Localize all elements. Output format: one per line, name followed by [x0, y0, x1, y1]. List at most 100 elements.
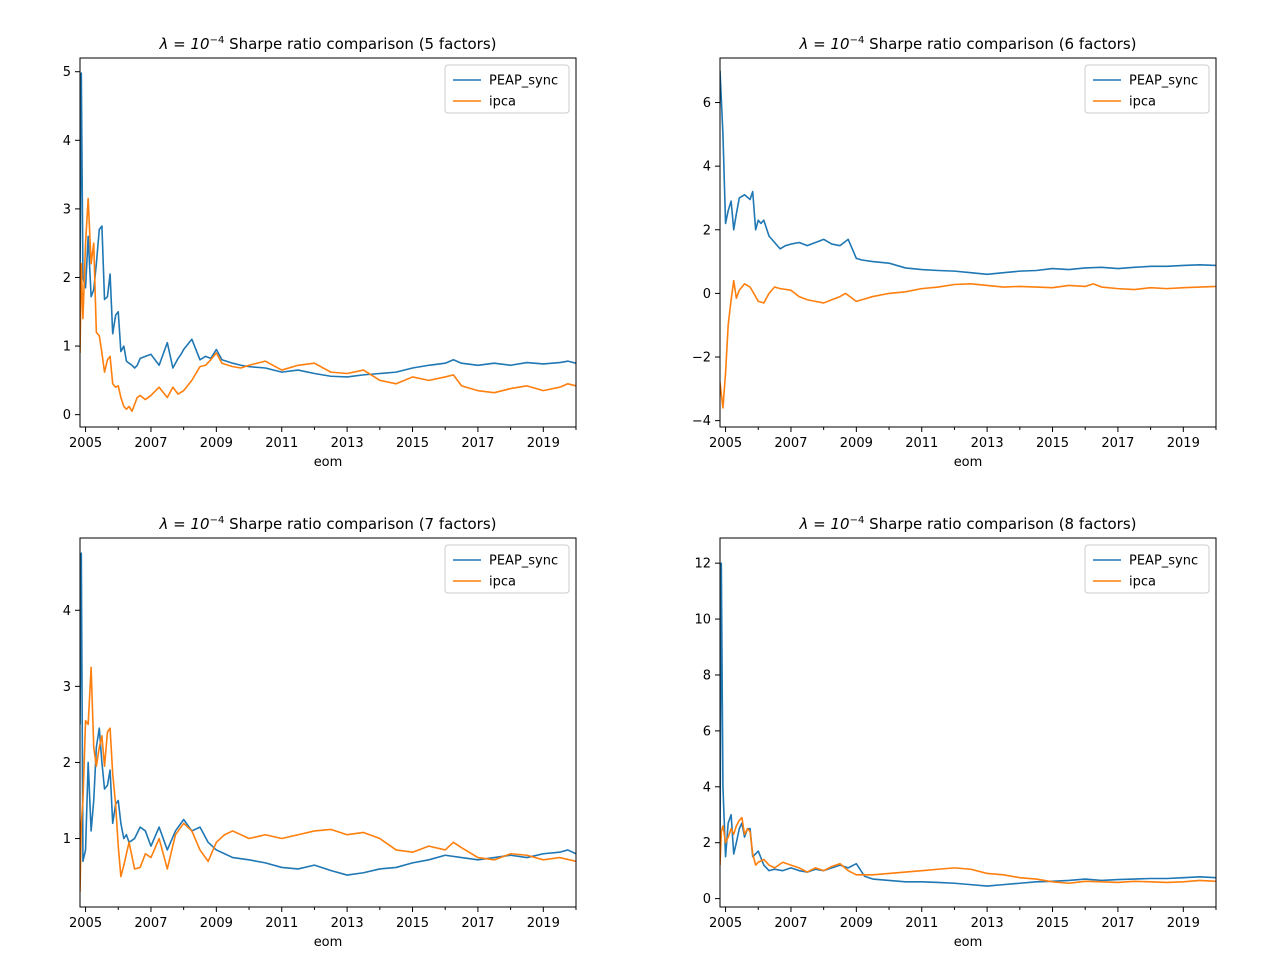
y-tick-label: 4	[63, 134, 71, 149]
x-tick-label: 2013	[331, 436, 364, 451]
axes-frame	[719, 57, 1217, 428]
title-prefix: λ = 10	[799, 515, 850, 533]
legend-label: PEAP_sync	[1129, 554, 1198, 569]
title-exponent: −4	[850, 515, 865, 526]
y-tick-label: 12	[694, 557, 711, 572]
y-tick-label: 4	[703, 780, 711, 795]
chart-title: λ = 10−4 Sharpe ratio comparison (7 fact…	[159, 515, 497, 533]
x-tick-label: 2015	[1036, 916, 1069, 931]
x-tick-label: 2005	[709, 436, 742, 451]
y-tick-label: 2	[703, 223, 711, 238]
y-tick-label: 1	[63, 340, 71, 355]
title-exponent: −4	[210, 35, 225, 46]
y-tick-label: 2	[63, 756, 71, 771]
title-exponent: −4	[210, 515, 225, 526]
y-tick-label: 3	[63, 202, 71, 217]
title-prefix: λ = 10	[799, 35, 850, 53]
legend-label: ipca	[489, 575, 516, 590]
y-tick-label: 0	[63, 408, 71, 423]
x-tick-label: 2005	[709, 916, 742, 931]
series-line-peap-sync	[80, 72, 576, 378]
x-tick-label: 2019	[1167, 436, 1200, 451]
y-tick-label: 4	[703, 160, 711, 175]
chart-title: λ = 10−4 Sharpe ratio comparison (8 fact…	[799, 515, 1137, 533]
x-tick-label: 2015	[1036, 436, 1069, 451]
x-tick-label: 2009	[200, 916, 233, 931]
x-tick-label: 2017	[461, 436, 494, 451]
x-tick-label: 2017	[1101, 916, 1134, 931]
legend-label: PEAP_sync	[489, 554, 558, 569]
chart-title: λ = 10−4 Sharpe ratio comparison (6 fact…	[799, 35, 1137, 53]
x-tick-label: 2011	[905, 916, 938, 931]
y-tick-label: 6	[703, 96, 711, 111]
x-axis-label: eom	[314, 935, 343, 950]
y-tick-label: −4	[692, 414, 711, 429]
legend-label: PEAP_sync	[1129, 74, 1198, 89]
series-line-peap-sync	[720, 562, 1216, 887]
axes-frame	[79, 537, 577, 908]
series-line-peap-sync	[720, 70, 1216, 276]
x-axis-label: eom	[314, 455, 343, 470]
x-axis-label: eom	[954, 935, 983, 950]
chart-title: λ = 10−4 Sharpe ratio comparison (5 fact…	[159, 35, 497, 53]
x-tick-label: 2019	[527, 436, 560, 451]
x-axis-label: eom	[954, 455, 983, 470]
subplot-3: 2005 2007 2009 2011 2013 2015 2017 2019 1 2 3 4 eom λ…	[63, 515, 577, 950]
x-tick-label: 2013	[331, 916, 364, 931]
axes-frame	[79, 57, 577, 428]
y-tick-label: 1	[63, 832, 71, 847]
x-tick-label: 2019	[527, 916, 560, 931]
series-line-ipca	[80, 197, 576, 413]
title-suffix: Sharpe ratio comparison (8 factors)	[864, 515, 1136, 533]
x-tick-label: 2011	[905, 436, 938, 451]
y-tick-label: 2	[63, 271, 71, 286]
x-tick-label: 2005	[69, 436, 102, 451]
x-tick-label: 2007	[774, 916, 807, 931]
title-suffix: Sharpe ratio comparison (7 factors)	[224, 515, 496, 533]
series-line-peap-sync	[80, 552, 576, 876]
title-prefix: λ = 10	[159, 35, 210, 53]
subplot-2: 2005 2007 2009 2011 2013 2015 2017 2019 −4 −2 0 2 4 6…	[692, 35, 1217, 470]
y-tick-label: 10	[694, 613, 711, 628]
x-tick-label: 2011	[265, 916, 298, 931]
y-tick-label: 4	[63, 604, 71, 619]
axes-frame	[719, 537, 1217, 908]
x-tick-label: 2011	[265, 436, 298, 451]
x-tick-label: 2007	[774, 436, 807, 451]
x-tick-label: 2013	[971, 436, 1004, 451]
x-tick-label: 2017	[461, 916, 494, 931]
x-tick-label: 2007	[134, 436, 167, 451]
x-tick-label: 2017	[1101, 436, 1134, 451]
legend-label: PEAP_sync	[489, 74, 558, 89]
y-tick-label: 8	[703, 668, 711, 683]
x-tick-label: 2015	[396, 436, 429, 451]
title-prefix: λ = 10	[159, 515, 210, 533]
series-line-ipca	[80, 666, 576, 892]
x-tick-label: 2009	[200, 436, 233, 451]
title-suffix: Sharpe ratio comparison (5 factors)	[224, 35, 496, 53]
y-tick-label: 0	[703, 892, 711, 907]
x-tick-label: 2007	[134, 916, 167, 931]
legend-label: ipca	[489, 95, 516, 110]
subplot-1: 2005 2007 2009 2011 2013 2015 2017 2019 0 1 2 3 4 5 eo…	[63, 35, 577, 470]
legend-label: ipca	[1129, 575, 1156, 590]
x-tick-label: 2009	[840, 916, 873, 931]
x-tick-label: 2009	[840, 436, 873, 451]
y-tick-label: 0	[703, 287, 711, 302]
y-tick-label: 5	[63, 65, 71, 80]
y-tick-label: −2	[692, 351, 711, 366]
x-tick-label: 2005	[69, 916, 102, 931]
title-exponent: −4	[850, 35, 865, 46]
y-tick-label: 6	[703, 724, 711, 739]
subplot-4: 2005 2007 2009 2011 2013 2015 2017 2019 0 2 4 6 8 10 1…	[694, 515, 1217, 950]
title-suffix: Sharpe ratio comparison (6 factors)	[864, 35, 1136, 53]
series-line-ipca	[720, 279, 1216, 409]
x-tick-label: 2013	[971, 916, 1004, 931]
legend-label: ipca	[1129, 95, 1156, 110]
